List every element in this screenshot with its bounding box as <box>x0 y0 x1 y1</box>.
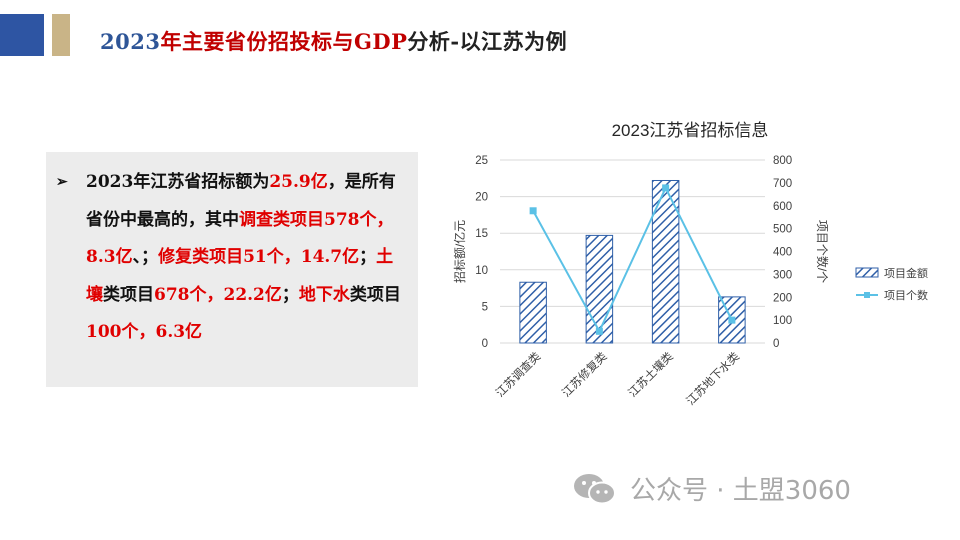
legend-swatch-marker <box>864 292 870 298</box>
y2-tick-label: 500 <box>773 224 792 236</box>
chart-title: 2023江苏省招标信息 <box>611 121 769 140</box>
y2-tick-label: 100 <box>773 315 792 327</box>
line-series <box>532 185 733 334</box>
bar <box>585 234 614 344</box>
summary-segment: 修复类项目51个，14.7亿 <box>158 247 360 267</box>
summary-segment: ，是所有省份中最高的，其中 <box>86 172 396 230</box>
header-accent-bar <box>0 14 44 56</box>
summary-segment: ； <box>359 247 377 267</box>
bullet-arrow-icon: ➢ <box>56 174 68 190</box>
y2-tick-label: 700 <box>773 178 792 190</box>
x-tick-label: 江苏修复类 <box>559 349 610 400</box>
summary-segment: 100个，6.3亿 <box>86 322 203 342</box>
y2-tick-label: 200 <box>773 292 792 304</box>
y-tick-label: 25 <box>475 155 488 167</box>
x-tick-label: 江苏土壤类 <box>625 349 676 400</box>
bar <box>519 281 547 344</box>
summary-segment: 类项目 <box>349 284 401 305</box>
summary-segment: 2023年江苏省招标额为 <box>86 172 270 192</box>
y-tick-label: 20 <box>475 192 488 204</box>
summary-textbox: ➢ 2023年江苏省招标额为25.9亿，是所有省份中最高的，其中调查类项目578… <box>46 152 418 387</box>
summary-paragraph: 2023年江苏省招标额为25.9亿，是所有省份中最高的，其中调查类项目578个，… <box>86 164 408 352</box>
watermark: 公众号 · 土盟3060 <box>572 470 851 507</box>
summary-segment: 、； <box>132 247 159 267</box>
y2-tick-label: 0 <box>773 338 779 350</box>
summary-segment: ； <box>281 284 299 305</box>
y2-tick-label: 600 <box>773 201 792 213</box>
y2-tick-label: 300 <box>773 269 792 281</box>
title-year: 2023 <box>100 29 161 54</box>
legend-label: 项目个数 <box>884 289 928 302</box>
y2-tick-label: 400 <box>773 247 792 259</box>
line-point <box>595 327 603 335</box>
y-tick-label: 15 <box>475 228 488 240</box>
summary-segment: 调查类项目578个，8.3亿 <box>86 209 394 268</box>
summary-segment: 25.9亿 <box>269 172 328 192</box>
line-point <box>728 316 736 324</box>
y-tick-label: 10 <box>475 265 488 277</box>
summary-segment: 类项目 <box>103 284 154 305</box>
combo-chart: 0 5 10 15 20 25 0 100 200 300 400 500 600 700 800 江苏调查类… <box>452 155 928 408</box>
y2-tick-label: 800 <box>773 155 792 167</box>
wechat-icon <box>572 471 618 507</box>
line-point <box>529 207 537 215</box>
x-tick-label: 江苏调查类 <box>493 349 544 400</box>
watermark-text: 公众号 · 土盟3060 <box>630 476 851 506</box>
header-accent-bar-gold <box>52 14 70 56</box>
legend-label: 项目金额 <box>884 266 928 280</box>
y-axis-label: 招标额/亿元 <box>452 220 467 283</box>
summary-segment: 土壤 <box>86 247 394 305</box>
title-highlight: 年主要省份招投标与GDP <box>160 29 408 54</box>
y-tick-label: 0 <box>482 338 488 350</box>
line-point <box>662 184 670 192</box>
y-tick-label: 5 <box>482 301 488 313</box>
title-rest: 分析-以江苏为例 <box>407 29 568 54</box>
y2-axis-label: 项目个数/个 <box>815 220 830 283</box>
page-title: 2023年主要省份招投标与GDP分析-以江苏为例 <box>100 26 567 56</box>
summary-segment: 地下水 <box>298 284 350 305</box>
summary-segment: 678个，22.2亿 <box>154 284 282 305</box>
legend-swatch-bar <box>855 267 879 278</box>
x-tick-label: 江苏地下水类 <box>683 349 742 408</box>
